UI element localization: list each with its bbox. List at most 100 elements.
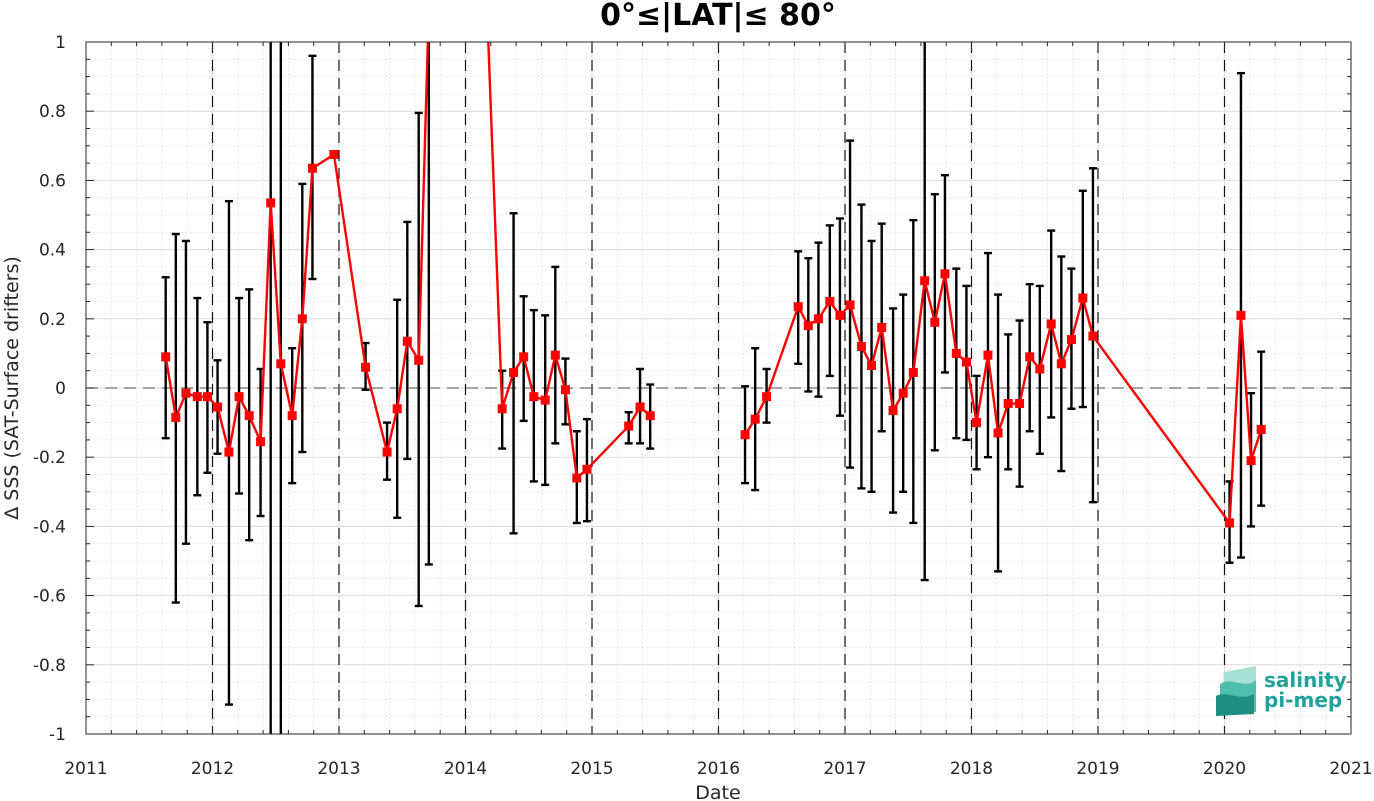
data-point-marker [307,163,317,173]
y-tick-label: 0.8 [39,102,66,122]
data-point-marker [803,321,813,331]
data-point-marker [645,411,655,421]
data-point-marker [582,464,592,474]
y-tick-label: -0.8 [33,656,66,676]
year-dividers [211,42,1226,734]
x-tick-label: 2020 [1203,759,1246,779]
data-point-marker [192,392,202,402]
y-tick-label: -0.6 [33,587,66,607]
y-tick-label: 0.4 [39,241,66,261]
y-axis-label: Δ SSS (SAT-Surface drifters) [1,256,23,520]
data-point-marker [1015,399,1025,409]
y-tick-label: 1 [55,33,66,53]
data-point-marker [181,388,191,398]
data-point-marker [635,402,645,412]
data-point-marker [920,276,930,286]
axis-ticks [85,41,1352,735]
x-tick-labels: 2011 2012 2013 2014 2015 2016 2017 2018 2019 2020… [64,759,1372,779]
x-tick-label: 2011 [64,759,107,779]
data-point-marker [161,352,171,362]
wave-logo-icon [1216,666,1256,716]
data-point-marker [572,473,582,483]
y-tick-label: -1 [49,725,66,745]
data-point-marker [1056,359,1066,369]
data-point-marker [930,317,940,327]
chart-title: 0°≤|LAT|≤ 80° [600,0,836,33]
data-point-marker [856,341,866,351]
series-line [164,42,430,454]
x-axis-label: Date [695,782,740,801]
data-point-marker [825,297,835,306]
data-point-marker [276,359,286,369]
data-point-marker [750,414,760,424]
x-tick-label: 2016 [697,759,740,779]
logo-wave-front [1216,694,1254,716]
logo-text-salinity: salinity [1264,668,1347,692]
data-point-marker [560,385,570,395]
logo-text-pimep: pi-mep [1264,688,1342,712]
x-tick-label: 2013 [317,759,360,779]
data-point-marker [171,412,181,422]
data-point-marker [740,430,750,440]
data-point-marker [1246,456,1256,466]
data-point-marker [1066,335,1076,345]
data-point-marker [519,352,529,362]
data-point-marker [529,392,539,402]
data-point-marker [1225,518,1235,528]
data-point-marker [266,198,276,208]
data-point-marker [898,388,908,398]
data-point-marker [940,269,950,279]
data-point-marker [509,367,519,377]
data-point-marker [497,404,507,414]
data-point-marker [845,300,855,310]
data-point-marker [813,314,823,324]
data-point-marker [361,362,371,372]
data-point-marker [908,367,918,377]
y-tick-label: 0 [55,379,66,399]
data-point-marker [402,336,412,346]
y-tick-label: -0.4 [33,517,66,537]
data-point-marker [392,404,402,414]
data-point-marker [224,447,234,457]
x-tick-label: 2014 [444,759,487,779]
data-point-marker [1035,364,1045,374]
data-point-marker [793,302,803,312]
data-point-marker [1088,331,1098,341]
data-point-marker [1025,352,1035,362]
data-point-marker [961,357,971,367]
data-point-marker [624,421,634,431]
salinity-pimep-logo: salinity pi-mep [1216,666,1347,716]
data-point-marker [835,310,845,320]
x-tick-label: 2015 [570,759,613,779]
y-tick-labels: -1 -0.8 -0.6 -0.4 -0.2 0 0.2 0.4 0.6 0.8 1 [33,33,66,745]
data-point-marker [888,405,898,415]
data-point-marker [1256,425,1266,435]
data-point-marker [234,392,244,402]
x-tick-label: 2018 [950,759,993,779]
data-point-marker [213,402,223,412]
data-point-marker [1046,319,1056,329]
x-tick-label: 2019 [1076,759,1119,779]
data-point-marker [993,428,1003,438]
data-point-marker [550,350,560,360]
data-point-marker [1078,293,1088,303]
x-tick-label: 2012 [191,759,234,779]
data-point-marker [297,314,307,324]
y-tick-label: -0.2 [33,448,66,468]
data-point-marker [329,149,339,159]
data-point-marker [1003,399,1013,409]
data-point-marker [951,348,961,358]
y-tick-label: 0.2 [39,310,66,330]
data-point-marker [256,437,266,447]
data-point-marker [983,350,993,360]
data-point-marker [382,447,392,457]
y-tick-label: 0.6 [39,171,66,191]
data-point-marker [1236,310,1246,320]
x-tick-label: 2021 [1329,759,1372,779]
data-point-marker [244,411,254,421]
data-point-marker [762,392,772,402]
data-point-marker [287,411,297,421]
data-point-marker [867,361,877,371]
data-point-marker [202,392,212,402]
